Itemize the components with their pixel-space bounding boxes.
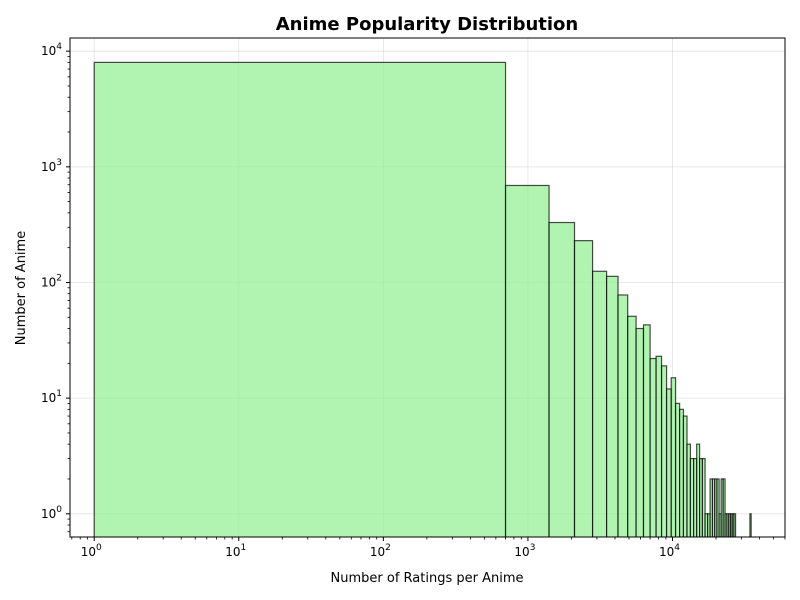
histogram-bar [674,402,681,537]
histogram-bar [548,221,576,537]
x-tick-label: 101 [225,543,246,559]
histogram-bar [649,357,657,537]
histogram-bar [627,315,637,537]
y-tick-label: 103 [41,158,62,174]
x-tick-label: 102 [370,543,391,559]
histogram-bar [660,365,668,537]
histogram-bar [670,377,677,537]
y-tick-label: 101 [41,389,62,405]
x-tick-label: 104 [659,543,680,559]
histogram-bar [749,513,752,537]
y-tick-label: 104 [41,42,62,58]
histogram-bar [733,513,737,537]
y-axis-ticks: 100 101 102 103 104 [41,42,70,533]
histogram-bar [504,184,550,537]
histogram-bar [93,61,507,537]
x-tick-label: 100 [81,543,102,559]
histogram-bar [701,458,706,537]
histogram-bar [665,388,672,537]
x-tick-label: 103 [514,543,535,559]
histogram-bar [605,275,619,537]
histogram-bar [591,270,608,537]
histogram-bar [635,327,645,537]
chart-title: Anime Popularity Distribution [276,14,579,35]
x-axis-label: Number of Ratings per Anime [331,571,524,586]
histogram-bar [617,294,629,537]
y-tick-label: 100 [41,505,62,521]
x-axis-ticks: 100 101 102 103 104 [71,537,786,559]
y-axis-label: Number of Anime [14,231,29,345]
histogram-bar [642,324,651,537]
histogram-bars [93,61,752,537]
histogram-bar [655,355,663,537]
y-tick-label: 102 [41,273,62,289]
histogram-bar [573,240,594,537]
